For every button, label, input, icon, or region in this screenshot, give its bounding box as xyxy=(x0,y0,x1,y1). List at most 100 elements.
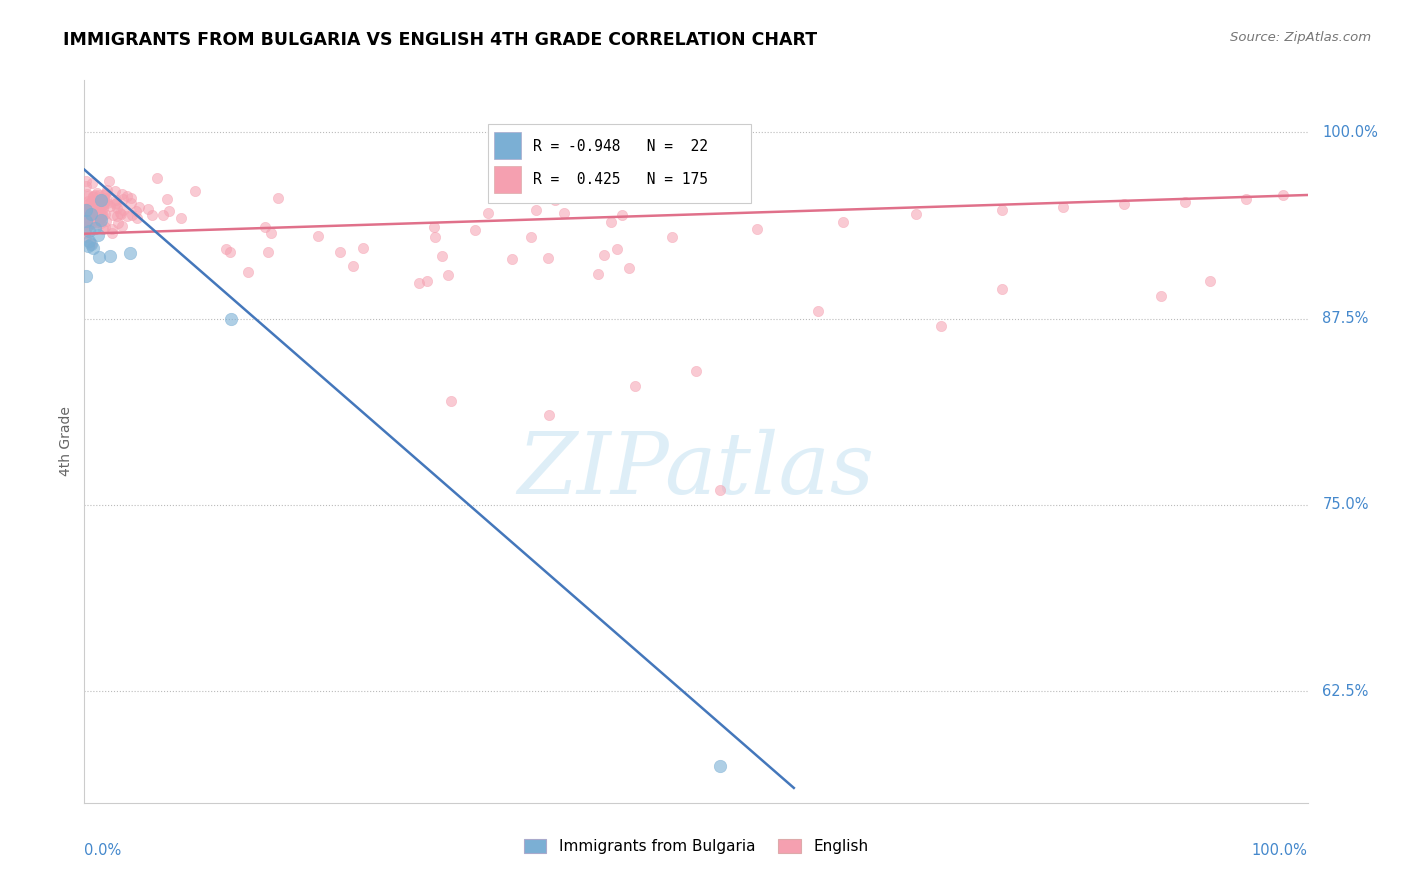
Point xyxy=(136,202,159,217)
Point xyxy=(82,241,104,255)
Point xyxy=(520,230,543,244)
Text: 87.5%: 87.5% xyxy=(1322,311,1368,326)
Point xyxy=(1052,200,1074,214)
Point xyxy=(831,215,853,229)
Point xyxy=(544,193,567,207)
Point xyxy=(82,205,104,219)
Point xyxy=(1174,195,1197,210)
Point xyxy=(77,189,100,203)
Point xyxy=(79,208,101,222)
Point xyxy=(93,194,115,209)
Point xyxy=(101,222,124,236)
Point xyxy=(94,207,117,221)
Point xyxy=(75,226,97,240)
Point xyxy=(90,197,112,211)
Point xyxy=(430,249,453,263)
Point xyxy=(422,219,444,234)
Point xyxy=(75,206,97,220)
Point xyxy=(619,260,641,275)
Point xyxy=(75,215,97,229)
FancyBboxPatch shape xyxy=(488,124,751,203)
Point xyxy=(1272,188,1295,202)
Point xyxy=(75,213,97,227)
Point xyxy=(89,194,111,208)
Point xyxy=(929,319,952,334)
Point xyxy=(87,199,110,213)
Point xyxy=(91,194,114,208)
Text: IMMIGRANTS FROM BULGARIA VS ENGLISH 4TH GRADE CORRELATION CHART: IMMIGRANTS FROM BULGARIA VS ENGLISH 4TH … xyxy=(63,31,817,49)
Point xyxy=(76,186,98,201)
Point xyxy=(80,216,103,230)
Point xyxy=(75,202,97,217)
Point xyxy=(83,208,105,222)
Point xyxy=(75,179,97,194)
Point xyxy=(110,206,132,220)
Point xyxy=(423,230,446,244)
Point xyxy=(307,229,329,244)
Point xyxy=(89,211,111,226)
Point xyxy=(82,200,104,214)
Point xyxy=(98,199,121,213)
Point xyxy=(91,221,114,235)
Point xyxy=(93,194,115,209)
Point xyxy=(75,202,97,216)
Point xyxy=(89,204,111,219)
Point xyxy=(87,196,110,211)
Point xyxy=(905,207,928,221)
Point xyxy=(77,203,100,218)
Point xyxy=(105,202,128,216)
Point xyxy=(101,226,124,240)
Point xyxy=(524,202,547,217)
Point xyxy=(329,245,352,260)
Point xyxy=(593,248,616,262)
Point xyxy=(90,213,112,227)
Point xyxy=(84,196,107,211)
Point xyxy=(991,282,1014,296)
Point xyxy=(125,211,148,225)
Point xyxy=(83,211,105,226)
Point xyxy=(75,202,97,217)
Point xyxy=(93,188,115,202)
Point xyxy=(219,311,242,326)
Point xyxy=(120,196,142,211)
Point xyxy=(236,265,259,279)
Point xyxy=(82,189,104,203)
Point xyxy=(75,223,97,237)
Point xyxy=(76,198,98,212)
Point xyxy=(86,195,108,210)
Point xyxy=(77,197,100,211)
Text: 0.0%: 0.0% xyxy=(84,843,121,857)
Point xyxy=(83,212,105,227)
Point xyxy=(82,212,104,227)
Point xyxy=(105,195,128,210)
FancyBboxPatch shape xyxy=(494,132,522,159)
Point xyxy=(152,208,174,222)
Point xyxy=(80,237,103,252)
FancyBboxPatch shape xyxy=(494,166,522,193)
Point xyxy=(156,192,179,206)
Point xyxy=(553,205,575,219)
Point xyxy=(77,194,100,209)
Point xyxy=(342,260,364,274)
Point xyxy=(807,304,830,318)
Point xyxy=(75,212,97,227)
Text: 75.0%: 75.0% xyxy=(1322,498,1369,512)
Point xyxy=(77,206,100,220)
Point xyxy=(98,173,121,187)
Point xyxy=(87,228,110,243)
Point xyxy=(606,242,628,256)
Point xyxy=(586,267,609,281)
Point xyxy=(75,230,97,244)
Point xyxy=(80,194,103,208)
Point xyxy=(661,229,683,244)
Text: ZIPatlas: ZIPatlas xyxy=(517,429,875,512)
Point xyxy=(145,171,167,186)
Point xyxy=(254,220,277,235)
Point xyxy=(747,222,769,236)
Point xyxy=(87,250,110,264)
Point xyxy=(121,207,143,221)
Point xyxy=(80,201,103,215)
Point xyxy=(89,211,111,225)
Point xyxy=(1198,274,1220,288)
Y-axis label: 4th Grade: 4th Grade xyxy=(59,407,73,476)
